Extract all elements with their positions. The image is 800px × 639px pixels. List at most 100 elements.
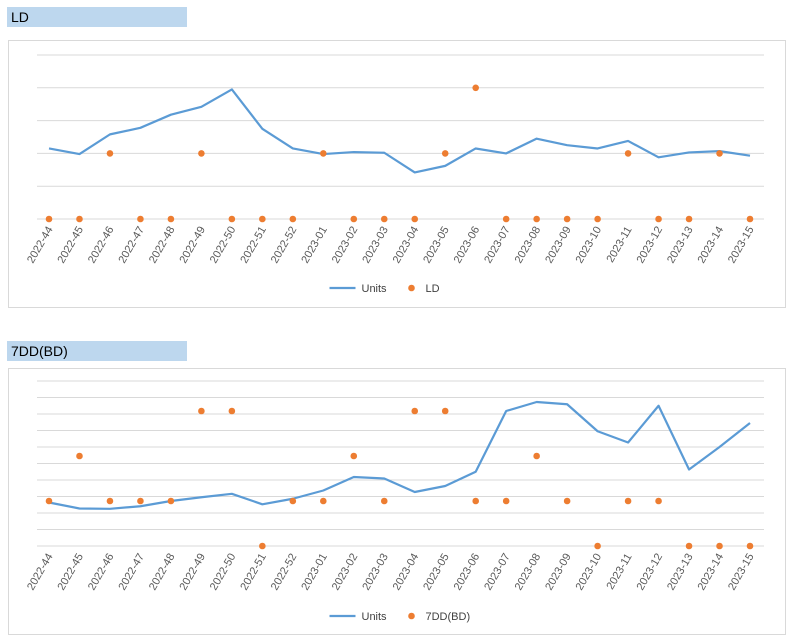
- chart1-x-tick-label: 2023-14: [696, 225, 727, 266]
- chart2-marker-point: [655, 497, 662, 505]
- chart2-marker-point: [746, 542, 754, 550]
- chart2-x-tick-label: 2023-15: [726, 552, 757, 593]
- chart2-marker-point: [685, 542, 693, 550]
- chart1-marker-point: [411, 215, 419, 223]
- chart1-marker-point: [624, 150, 632, 157]
- chart2-marker-point: [76, 452, 83, 460]
- chart2-series-line: [48, 400, 751, 510]
- chart2-marker-point: [563, 497, 571, 505]
- chart1-header: LD: [7, 7, 187, 27]
- chart2-x-tick-label: 2023-08: [513, 552, 544, 593]
- chart2-marker-point: [228, 407, 236, 415]
- chart2-marker-point: [380, 497, 388, 505]
- chart1-legend-marker-swatch: [408, 284, 415, 292]
- chart2-marker-point: [350, 452, 358, 460]
- chart2-x-tick-label: 2022-45: [55, 552, 86, 593]
- chart1-marker-point: [502, 215, 510, 223]
- chart2-x-tick-label: 2022-52: [269, 552, 300, 593]
- chart1-svg: 2022-44 2022-45 2022-46 2022-47 2022-48 2022-…: [25, 54, 764, 295]
- chart2-x-tick-label: 2022-50: [208, 552, 239, 593]
- chart1-x-tick-label: 2023-08: [513, 225, 544, 266]
- chart2-legend-label-units: Units: [362, 611, 388, 623]
- chart1-marker-point: [320, 150, 327, 157]
- chart1-marker-point: [76, 215, 83, 223]
- chart2-svg: 2022-44 2022-45 2022-46 2022-47 2022-48 2022-…: [25, 380, 764, 623]
- chart1-marker-point: [289, 215, 297, 223]
- chart1-marker-point: [350, 215, 358, 223]
- chart1-x-tick-label: 2022-46: [86, 225, 117, 266]
- chart1-marker-point: [167, 215, 175, 223]
- chart2-x-tick-label: 2023-01: [299, 552, 330, 593]
- chart1-x-tick-label: 2023-05: [421, 225, 452, 266]
- chart2-marker-point: [594, 542, 601, 550]
- chart2-header: 7DD(BD): [7, 341, 187, 361]
- chart1-x-tick-label: 2022-51: [238, 225, 269, 266]
- chart1-marker-point: [685, 215, 693, 223]
- chart1-legend-label-units: Units: [362, 283, 388, 295]
- chart2-marker-point: [289, 497, 297, 505]
- chart1-x-tick-label: 2022-45: [55, 225, 86, 266]
- chart2-x-tick-label: 2022-44: [25, 552, 56, 593]
- chart1-x-tick-label: 2023-15: [726, 225, 757, 266]
- chart1-x-tick-label: 2022-49: [177, 225, 208, 266]
- chart2-x-tick-label: 2022-51: [238, 552, 269, 593]
- chart1-x-tick-label: 2022-50: [208, 225, 239, 266]
- chart2-legend-marker-swatch: [408, 612, 415, 620]
- chart2-x-tick-label: 2023-02: [330, 552, 361, 593]
- chart1-x-tick-label: 2023-09: [543, 225, 574, 266]
- chart1-marker-point: [106, 150, 114, 157]
- chart1-marker-point: [198, 150, 205, 157]
- chart1-x-tick-label: 2023-02: [330, 225, 361, 266]
- chart2-x-tick-label: 2023-07: [482, 552, 513, 593]
- chart2-panel: 2022-44 2022-45 2022-46 2022-47 2022-48 2022-…: [8, 368, 786, 635]
- chart1-marker-point: [533, 215, 540, 223]
- chart2-marker-point: [167, 497, 175, 505]
- chart2-marker-point: [137, 497, 144, 505]
- chart1-x-tick-label: 2022-48: [147, 225, 178, 266]
- chart2-marker-point: [624, 497, 632, 505]
- chart2-x-tick-label: 2023-10: [574, 552, 605, 593]
- chart2-marker-point: [45, 497, 53, 505]
- chart2-x-tick-label: 2022-46: [86, 552, 117, 593]
- chart2-x-tick-label: 2023-09: [543, 552, 574, 593]
- chart1-marker-point: [228, 215, 236, 223]
- chart1-x-tick-label: 2023-06: [452, 225, 483, 266]
- chart1-marker-point: [594, 215, 601, 223]
- chart2-x-tick-label: 2022-48: [147, 552, 178, 593]
- chart1-x-tick-label: 2023-01: [299, 225, 330, 266]
- chart2-x-tick-label: 2023-11: [605, 552, 635, 592]
- chart1-x-tick-label: 2023-13: [665, 225, 696, 266]
- chart1-marker-point: [380, 215, 388, 223]
- chart1-marker-point: [441, 150, 449, 157]
- chart1-x-tick-label: 2023-11: [605, 225, 635, 265]
- chart1-marker-point: [716, 150, 723, 157]
- chart1-x-tick-label: 2022-44: [25, 225, 56, 266]
- chart1-x-tick-label: 2023-07: [482, 225, 513, 266]
- chart1-marker-point: [746, 215, 754, 223]
- chart2-x-tick-label: 2022-47: [116, 552, 147, 593]
- chart1-panel: 2022-44 2022-45 2022-46 2022-47 2022-48 2022-…: [8, 40, 786, 308]
- chart1-series-line: [48, 88, 751, 174]
- chart2-x-tick-label: 2023-05: [421, 552, 452, 593]
- chart1-marker-point: [137, 215, 144, 223]
- chart2-x-tick-label: 2022-49: [177, 552, 208, 593]
- chart2-marker-point: [198, 407, 205, 415]
- chart2-x-tick-label: 2023-06: [452, 552, 483, 593]
- chart2-marker-point: [472, 497, 479, 505]
- chart1-x-tick-label: 2023-03: [360, 225, 391, 266]
- chart1-x-tick-label: 2023-04: [391, 225, 422, 266]
- chart2-marker-point: [533, 452, 540, 460]
- chart2-x-tick-label: 2023-04: [391, 552, 422, 593]
- chart2-marker-point: [411, 407, 419, 415]
- chart2-x-tick-label: 2023-03: [360, 552, 391, 593]
- chart1-marker-point: [259, 215, 266, 223]
- chart1-marker-point: [655, 215, 662, 223]
- chart2-marker-point: [106, 497, 114, 505]
- chart1-marker-point: [472, 84, 479, 92]
- chart2-marker-point: [320, 497, 327, 505]
- chart1-legend-label-marker: LD: [426, 283, 440, 295]
- chart1-x-tick-label: 2022-47: [116, 225, 147, 266]
- chart2-x-tick-label: 2023-14: [696, 552, 727, 593]
- chart2-x-tick-label: 2023-13: [665, 552, 696, 593]
- chart2-x-tick-label: 2023-12: [635, 552, 666, 593]
